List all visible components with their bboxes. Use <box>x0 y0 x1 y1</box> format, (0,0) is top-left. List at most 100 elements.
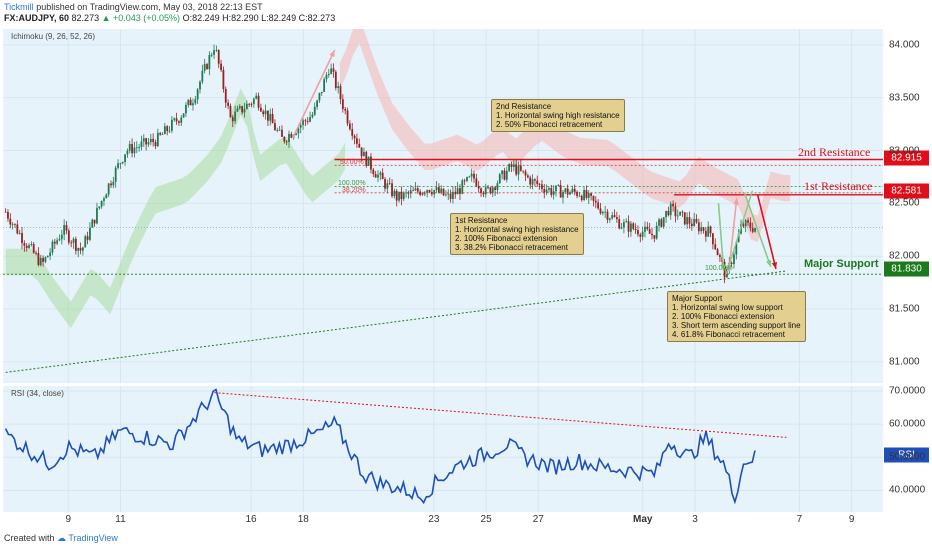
candle-body <box>259 107 262 112</box>
candle-body <box>587 193 590 198</box>
candle-body <box>370 156 372 170</box>
candle-body <box>625 221 628 223</box>
candle-body <box>274 123 276 131</box>
rsi-tick: 40.0000 <box>889 484 926 496</box>
tradingview-brand[interactable]: TradingView <box>68 533 118 543</box>
ohlc-values: O:82.249 H:82.290 L:82.249 C:82.273 <box>182 13 336 23</box>
candle-body <box>388 183 391 185</box>
candle-body <box>334 71 337 88</box>
candle-body <box>477 186 480 189</box>
candle-body <box>271 114 274 124</box>
rsi-axis[interactable]: RSI 40.0000 50.0000 60.0000 70.0000 <box>883 385 932 512</box>
price-pane[interactable]: Ichimoku (9, 26, 52, 26) 2nd Resistance … <box>3 29 883 383</box>
rsi-pane[interactable]: RSI (34, close) <box>3 386 883 512</box>
candle-body <box>489 187 492 194</box>
candle-body <box>138 147 141 148</box>
time-axis[interactable]: 9 11 16 18 23 25 27 May 3 7 9 <box>3 512 883 528</box>
candle-body <box>295 133 297 135</box>
candle-body <box>688 217 691 224</box>
candle-body <box>243 109 246 113</box>
candle-body <box>44 257 47 262</box>
candle-body <box>594 200 597 203</box>
candle-body <box>751 228 754 232</box>
price-axis[interactable]: 82.915 82.581 81.830 81.000 81.500 82.000 8… <box>883 29 932 383</box>
candle-body <box>430 192 433 195</box>
candle-body <box>199 81 201 90</box>
candle-body <box>573 188 576 192</box>
candle-body <box>466 177 468 181</box>
price-tick: 81.000 <box>889 356 920 368</box>
candle-body <box>159 132 162 135</box>
price-tick: 81.500 <box>889 303 920 315</box>
candle-body <box>630 223 632 232</box>
candle-body <box>669 203 672 216</box>
candle-body <box>679 211 682 216</box>
candle-body <box>313 106 316 115</box>
candle-body <box>149 138 152 143</box>
candle-body <box>103 198 105 201</box>
candle-body <box>255 95 258 99</box>
candle-body <box>210 54 213 56</box>
candle-body <box>433 190 436 195</box>
published-text: published on TradingView.com, May 03, 20… <box>36 2 263 12</box>
candle-body <box>555 185 557 192</box>
candle-body <box>203 64 206 71</box>
symbol-label[interactable]: FX:AUDJPY, 60 <box>4 13 70 23</box>
candle-body <box>23 243 26 246</box>
major-support-label: Major Support <box>804 258 879 270</box>
symbol-line: FX:AUDJPY, 60 82.273 ▲ +0.043 (+0.05%) O… <box>4 13 335 23</box>
candle-body <box>135 147 138 149</box>
candle-body <box>702 227 705 231</box>
candle-body <box>217 50 220 64</box>
candle-body <box>571 188 574 193</box>
candle-body <box>81 247 84 251</box>
candle-body <box>152 138 155 142</box>
candle-body <box>637 230 639 235</box>
candle-body <box>60 234 63 240</box>
candle-body <box>482 192 485 195</box>
candle-body <box>140 141 143 148</box>
candle-body <box>147 142 150 145</box>
candle-body <box>686 217 689 225</box>
major-support-tag: 81.830 <box>884 261 929 277</box>
candle-body <box>327 73 330 75</box>
ichimoku-label[interactable]: Ichimoku (9, 26, 52, 26) <box>11 32 96 41</box>
candle-body <box>608 218 611 220</box>
publish-line: Tickmill published on TradingView.com, M… <box>4 2 263 12</box>
candle-body <box>163 126 166 135</box>
candle-body <box>46 255 49 258</box>
candle-body <box>170 119 173 131</box>
candle-body <box>285 141 288 143</box>
note-line: 1. Horizontal swing high resistance <box>455 225 579 234</box>
candle-body <box>290 133 293 138</box>
candle-body <box>337 86 340 88</box>
candle-body <box>517 165 520 175</box>
candle-body <box>442 188 445 196</box>
candle-body <box>487 187 489 189</box>
candle-body <box>236 108 239 112</box>
candle-body <box>435 187 438 191</box>
candle-body <box>599 208 602 214</box>
candle-body <box>110 183 112 186</box>
chart-header: Tickmill published on TradingView.com, M… <box>0 0 932 26</box>
note-line: Major Support <box>672 294 723 303</box>
candle-body <box>114 167 117 182</box>
candle-body <box>117 163 119 168</box>
candle-body <box>655 225 658 239</box>
candle-body <box>276 130 279 131</box>
candle-body <box>672 203 674 207</box>
candle-body <box>180 117 183 123</box>
candle-body <box>30 244 33 245</box>
candle-body <box>311 114 314 118</box>
candle-body <box>412 190 415 192</box>
author-link[interactable]: Tickmill <box>4 2 34 12</box>
candle-body <box>526 175 529 178</box>
candle-body <box>269 114 272 121</box>
candle-body <box>166 126 169 132</box>
fib-arrow-down <box>717 203 725 272</box>
second-resistance-label: 2nd Resistance <box>798 145 871 159</box>
rsi-label[interactable]: RSI (34, close) <box>11 389 64 398</box>
ichimoku-cloud <box>339 29 791 243</box>
candle-body <box>391 183 393 197</box>
candle-body <box>346 110 349 124</box>
